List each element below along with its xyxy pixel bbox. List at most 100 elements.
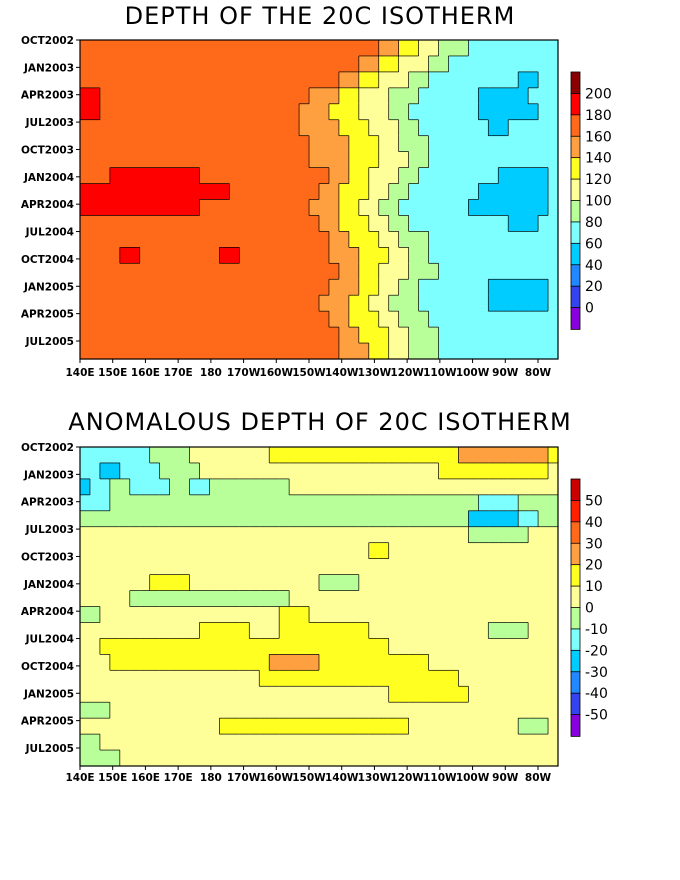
heatmap-cell bbox=[388, 215, 400, 232]
heatmap-cell bbox=[179, 151, 191, 169]
x-tick-label: 160W bbox=[260, 367, 294, 379]
heatmap-cell bbox=[448, 119, 460, 137]
x-tick-label: 100W bbox=[456, 367, 490, 379]
heatmap-cell bbox=[488, 590, 499, 608]
heatmap-cell bbox=[219, 462, 230, 480]
heatmap-cell bbox=[478, 622, 489, 639]
heatmap-cell bbox=[548, 231, 559, 248]
heatmap-cell bbox=[259, 670, 270, 687]
heatmap-cell bbox=[518, 686, 529, 703]
heatmap-cell bbox=[319, 574, 330, 592]
heatmap-cell bbox=[259, 558, 270, 576]
heatmap-cell bbox=[269, 622, 280, 639]
heatmap-cell bbox=[488, 327, 499, 344]
heatmap-cell bbox=[428, 447, 440, 464]
heatmap-cell bbox=[338, 558, 350, 576]
heatmap-cell bbox=[99, 638, 111, 655]
heatmap-cell bbox=[468, 686, 479, 703]
heatmap-cell bbox=[458, 622, 469, 639]
heatmap-cell bbox=[538, 199, 549, 217]
heatmap-cell bbox=[448, 183, 460, 201]
heatmap-cell bbox=[289, 199, 300, 217]
heatmap-cell bbox=[89, 167, 101, 185]
heatmap-cell bbox=[468, 478, 479, 496]
heatmap-cell bbox=[438, 510, 450, 528]
heatmap-cell bbox=[129, 606, 141, 624]
heatmap-cell bbox=[418, 103, 430, 121]
heatmap-cell bbox=[428, 87, 440, 105]
heatmap-cell bbox=[89, 558, 101, 576]
y-tick-label: APR2003 bbox=[21, 497, 74, 509]
heatmap-cell bbox=[119, 263, 131, 280]
heatmap-cell bbox=[89, 327, 101, 344]
heatmap-cell bbox=[179, 702, 191, 719]
heatmap-cell bbox=[109, 494, 121, 512]
heatmap-cell bbox=[309, 718, 320, 735]
heatmap-cell bbox=[408, 247, 420, 264]
heatmap-cell bbox=[129, 247, 141, 264]
heatmap-cell bbox=[239, 295, 250, 312]
heatmap-cell bbox=[99, 622, 111, 639]
heatmap-cell bbox=[458, 311, 469, 328]
heatmap-cell bbox=[458, 654, 469, 671]
heatmap-cell bbox=[239, 702, 250, 719]
heatmap-cell bbox=[129, 135, 141, 153]
heatmap-cell bbox=[239, 718, 250, 735]
heatmap-cell bbox=[508, 40, 519, 57]
heatmap-cell bbox=[299, 327, 310, 344]
heatmap-cell bbox=[478, 103, 489, 121]
heatmap-cell bbox=[199, 199, 211, 217]
heatmap-cell bbox=[229, 542, 240, 560]
heatmap-cell bbox=[528, 622, 539, 639]
heatmap-cell bbox=[80, 654, 91, 671]
heatmap-cell bbox=[428, 295, 440, 312]
heatmap-cell bbox=[368, 590, 380, 608]
heatmap-cell bbox=[358, 734, 370, 751]
heatmap-cell bbox=[458, 199, 469, 217]
heatmap-cell bbox=[279, 750, 290, 767]
heatmap-cell bbox=[488, 167, 499, 185]
heatmap-cell bbox=[139, 167, 151, 185]
heatmap-cell bbox=[398, 295, 410, 312]
heatmap-cell bbox=[169, 494, 181, 512]
heatmap-cell bbox=[279, 718, 290, 735]
heatmap-cell bbox=[119, 718, 131, 735]
heatmap-cell bbox=[478, 590, 489, 608]
heatmap-cell bbox=[149, 279, 161, 296]
heatmap-cell bbox=[428, 247, 440, 264]
heatmap-cell bbox=[458, 151, 469, 169]
heatmap-cell bbox=[498, 750, 509, 767]
heatmap-cell bbox=[279, 558, 290, 576]
heatmap-cell bbox=[468, 119, 479, 137]
heatmap-cell bbox=[139, 510, 151, 528]
heatmap-cell bbox=[438, 638, 450, 655]
heatmap-cell bbox=[219, 119, 230, 137]
heatmap-cell bbox=[149, 103, 161, 121]
heatmap-cell bbox=[99, 478, 111, 496]
heatmap-cell bbox=[358, 279, 370, 296]
heatmap-cell bbox=[169, 343, 181, 360]
heatmap-cell bbox=[279, 279, 290, 296]
x-tick-label: 140W bbox=[325, 367, 359, 379]
heatmap-cell bbox=[358, 590, 370, 608]
heatmap-cell bbox=[508, 686, 519, 703]
heatmap-cell bbox=[109, 151, 121, 169]
heatmap-cell bbox=[319, 167, 330, 185]
heatmap-cell bbox=[398, 718, 410, 735]
heatmap-cell bbox=[129, 494, 141, 512]
heatmap-cell bbox=[428, 494, 440, 512]
heatmap-cell bbox=[508, 263, 519, 280]
heatmap-cell bbox=[199, 343, 211, 360]
heatmap-cell bbox=[299, 167, 310, 185]
heatmap-cell bbox=[199, 295, 211, 312]
heatmap-cell bbox=[129, 71, 141, 89]
heatmap-cell bbox=[338, 87, 350, 105]
heatmap-cell bbox=[169, 526, 181, 544]
heatmap-cell bbox=[458, 686, 469, 703]
heatmap-cell bbox=[199, 311, 211, 328]
heatmap-cell bbox=[488, 119, 499, 137]
heatmap-cell bbox=[299, 311, 310, 328]
heatmap-cell bbox=[518, 526, 529, 544]
heatmap-cell bbox=[299, 526, 310, 544]
heatmap-cell bbox=[289, 311, 300, 328]
